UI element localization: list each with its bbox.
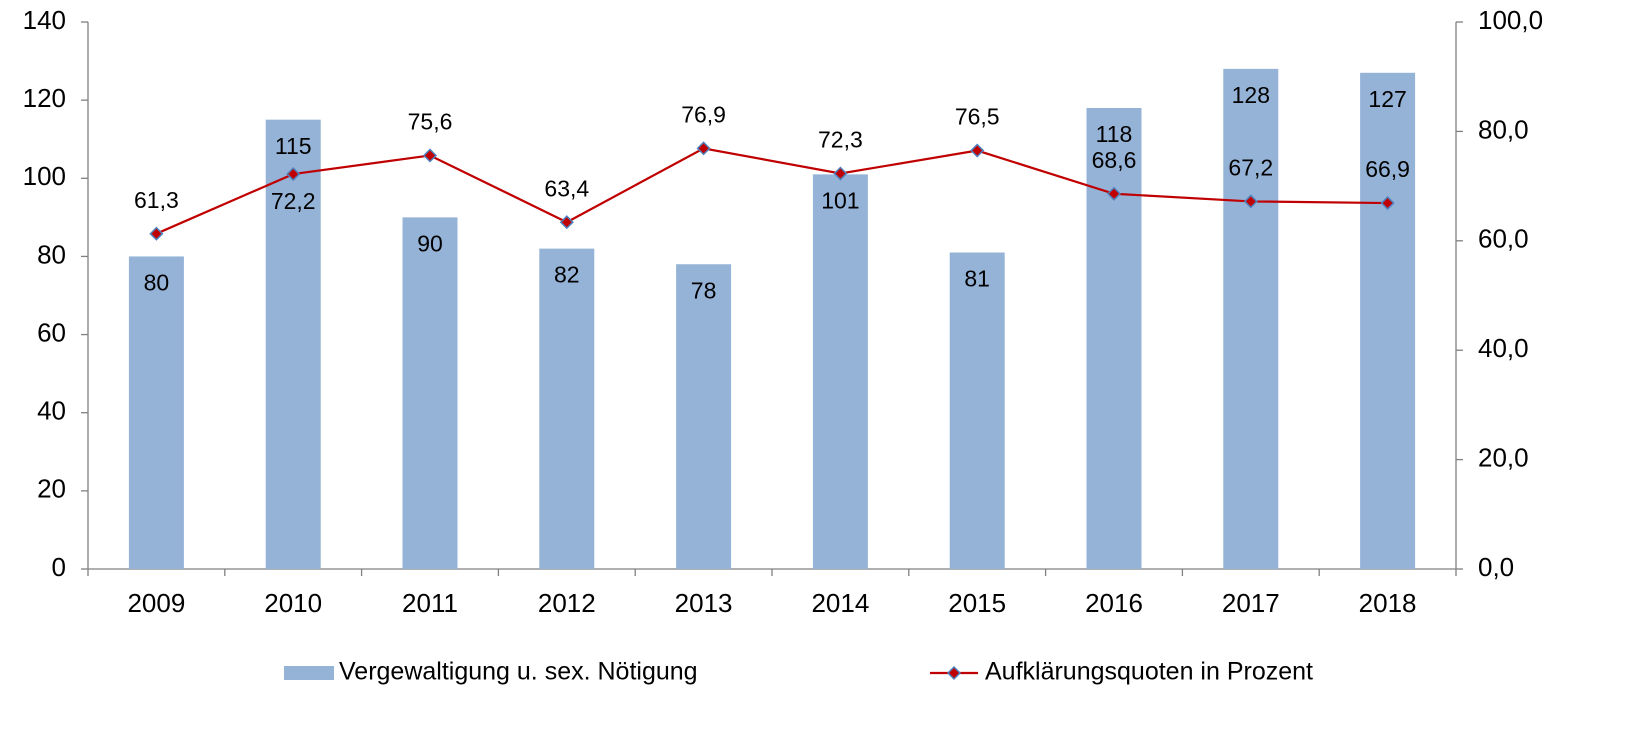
y2-tick-label: 80,0 [1478, 114, 1529, 144]
y-tick-label: 140 [23, 5, 66, 35]
y-tick-label: 20 [37, 474, 66, 504]
bar-label: 80 [144, 270, 170, 296]
y2-tick-label: 20,0 [1478, 442, 1529, 472]
line-label: 76,9 [681, 101, 726, 127]
x-tick-label: 2014 [811, 588, 869, 618]
line-label: 72,2 [271, 188, 316, 214]
x-tick-label: 2012 [538, 588, 596, 618]
legend-marker [946, 665, 962, 681]
bar [676, 264, 732, 569]
y-tick-label: 100 [23, 161, 66, 191]
line-marker [696, 141, 711, 156]
y-tick-label: 120 [23, 83, 66, 113]
line-label: 75,6 [408, 109, 453, 135]
y-tick-label: 80 [37, 239, 66, 269]
line-label: 61,3 [134, 187, 179, 213]
line-marker [559, 215, 574, 230]
bar-label: 78 [691, 277, 717, 303]
bar [1086, 107, 1142, 569]
y2-tick-label: 100,0 [1478, 5, 1543, 35]
bar [128, 256, 184, 569]
y2-tick-label: 40,0 [1478, 333, 1529, 363]
legend-label: Aufklärungsquoten in Prozent [985, 658, 1313, 686]
x-tick-label: 2017 [1222, 588, 1280, 618]
line-label: 68,6 [1092, 147, 1137, 173]
line [155, 147, 1388, 235]
bar-label: 115 [275, 133, 312, 159]
line-marker [1380, 195, 1395, 211]
line-label: 67,2 [1228, 154, 1273, 180]
x-tick-label: 2010 [264, 588, 322, 618]
y2-tick-label: 60,0 [1478, 224, 1529, 254]
x-tick-label: 2013 [675, 588, 733, 618]
bar-label: 118 [1096, 121, 1133, 147]
y-tick-label: 0 [52, 552, 66, 582]
x-tick-label: 2009 [127, 588, 185, 618]
x-tick-label: 2016 [1085, 588, 1143, 618]
y-tick-label: 40 [37, 396, 66, 426]
line-marker [149, 226, 164, 241]
bar [539, 248, 595, 569]
legend-swatch [284, 666, 334, 680]
line-label: 76,5 [955, 104, 1000, 130]
line-label: 63,4 [544, 175, 589, 201]
bar [1223, 68, 1279, 569]
line-marker [833, 166, 848, 181]
bar [265, 119, 321, 569]
line-marker [1243, 194, 1258, 209]
bar-label: 127 [1368, 86, 1406, 112]
y2-tick-label: 0,0 [1478, 552, 1514, 582]
line-label: 66,9 [1365, 156, 1410, 182]
bar [949, 252, 1005, 569]
bar-label: 128 [1232, 82, 1270, 108]
bar-label: 101 [821, 187, 859, 213]
bar [402, 217, 458, 569]
line-marker [1106, 186, 1122, 201]
bar [1360, 72, 1416, 570]
y-tick-label: 60 [37, 317, 66, 347]
x-tick-label: 2018 [1359, 588, 1417, 618]
bar-label: 81 [964, 266, 990, 292]
bar-label: 90 [417, 230, 443, 256]
line-marker [422, 148, 438, 163]
line-label: 72,3 [818, 127, 863, 153]
legend-label: Vergewaltigung u. sex. Nötigung [339, 658, 698, 686]
bar [812, 174, 868, 569]
bar-label: 82 [554, 262, 580, 288]
line-marker [970, 143, 985, 158]
x-tick-label: 2011 [402, 588, 458, 618]
line-marker [286, 167, 301, 182]
x-tick-label: 2015 [948, 588, 1006, 618]
